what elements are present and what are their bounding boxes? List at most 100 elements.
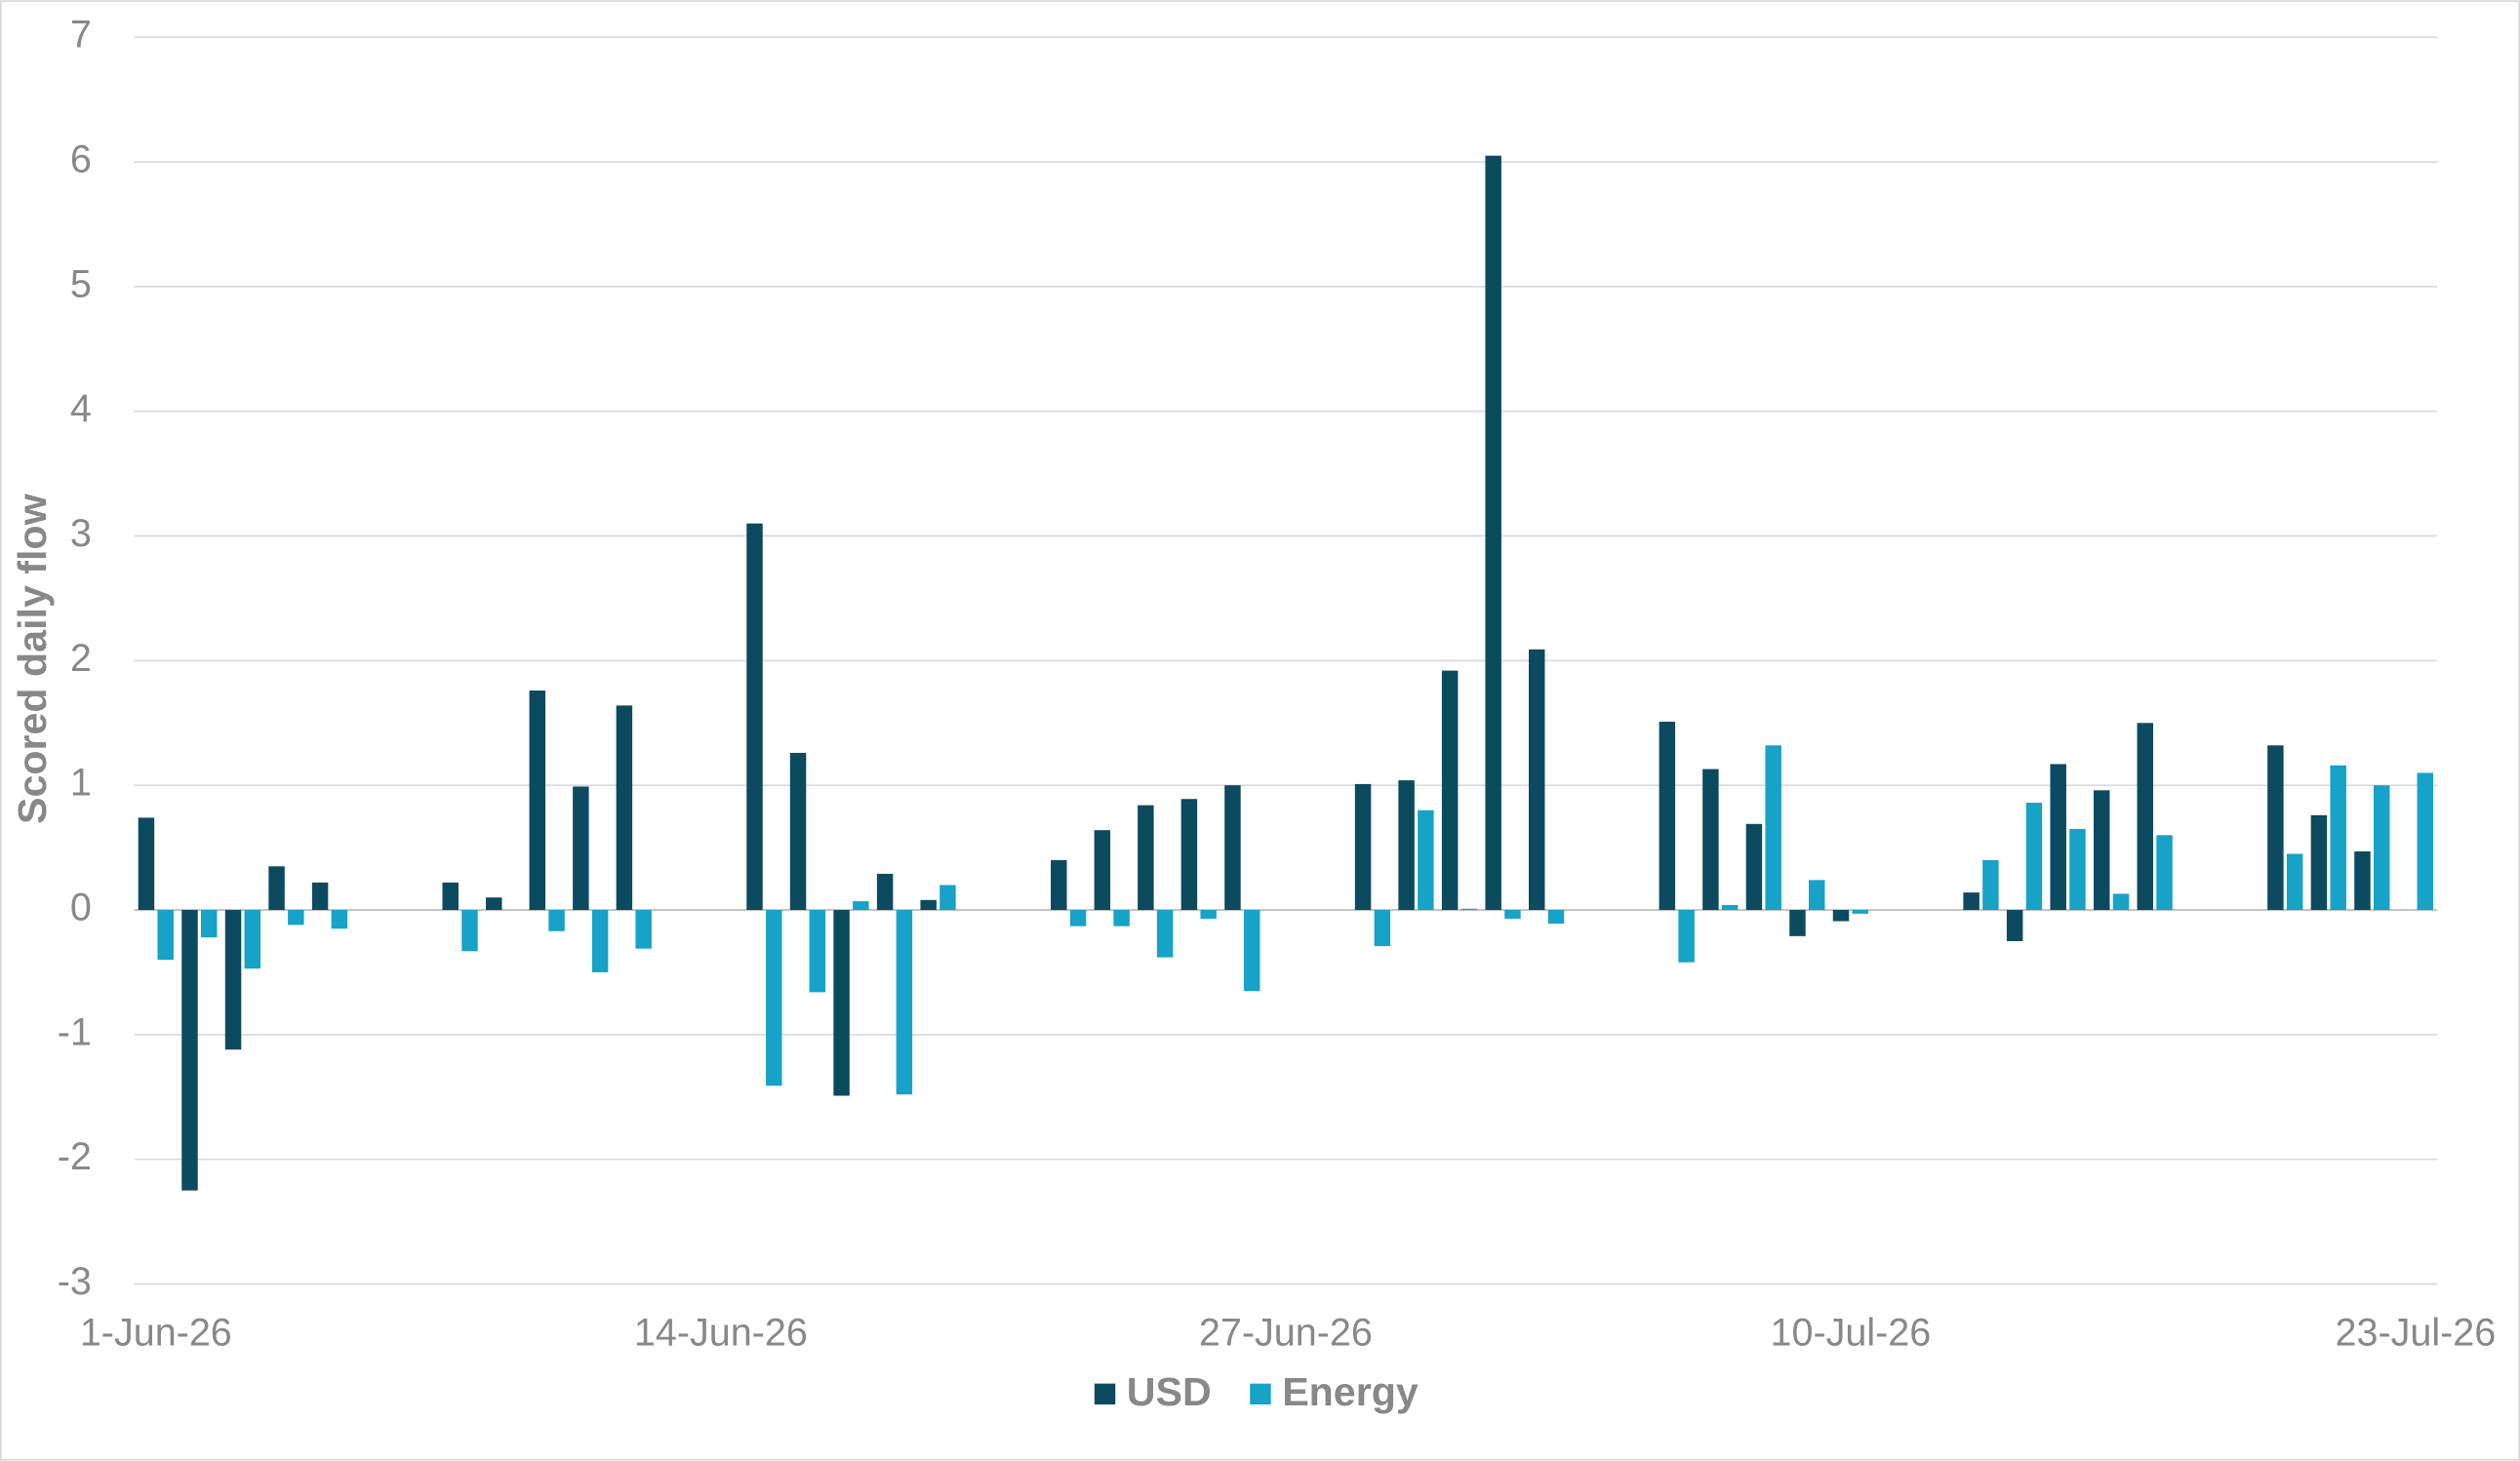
x-tick-label: 27-Jun-26 — [1199, 1312, 1373, 1355]
bar — [2374, 785, 2390, 911]
bar — [1374, 910, 1391, 947]
bar — [2025, 803, 2043, 911]
bar — [2330, 765, 2346, 911]
bar — [876, 873, 894, 911]
bar — [2050, 764, 2066, 911]
bar — [809, 910, 826, 993]
bar — [288, 910, 304, 926]
bar — [833, 910, 850, 1096]
bar — [766, 910, 782, 1086]
bar — [224, 910, 242, 1050]
bar — [853, 901, 869, 911]
bar — [1721, 904, 1739, 911]
legend-label: Energy — [1282, 1369, 1419, 1414]
bar — [529, 691, 546, 911]
y-tick-label: 6 — [70, 138, 92, 180]
legend-swatch — [1094, 1383, 1116, 1405]
bar — [1180, 799, 1198, 911]
bar — [789, 752, 807, 911]
bar — [461, 910, 478, 952]
bar — [157, 910, 174, 961]
bar — [2286, 853, 2303, 911]
bar — [2006, 910, 2023, 941]
bar — [1138, 805, 1154, 911]
bar — [2417, 772, 2434, 911]
bar — [201, 910, 218, 938]
bar — [311, 882, 329, 911]
bar — [573, 786, 589, 911]
bar — [1982, 859, 1999, 911]
bar — [1441, 670, 1459, 911]
bar — [181, 910, 198, 1191]
bar — [1113, 910, 1130, 927]
bar — [1418, 809, 1434, 911]
bar — [2112, 893, 2130, 911]
bar — [2156, 835, 2173, 911]
bar — [635, 910, 652, 949]
bar — [1852, 910, 1868, 914]
bar — [1485, 155, 1501, 911]
bar — [2093, 790, 2110, 911]
y-tick-label: -3 — [58, 1260, 92, 1303]
bar — [1808, 880, 1825, 911]
bar — [331, 910, 348, 929]
y-tick-label: -1 — [58, 1010, 92, 1053]
bar — [486, 897, 502, 911]
bar — [2137, 723, 2154, 911]
x-tick-label: 1-Jun-26 — [80, 1312, 232, 1355]
bar — [1224, 785, 1241, 911]
bar — [138, 817, 155, 911]
bar — [1789, 910, 1806, 936]
y-tick-label: 4 — [70, 387, 92, 430]
bar — [2310, 814, 2328, 911]
bar — [244, 910, 261, 969]
y-tick-label: 7 — [70, 14, 92, 57]
bar — [442, 882, 459, 911]
x-tick-label: 10-Jul-26 — [1771, 1312, 1932, 1355]
bar — [1354, 783, 1372, 911]
bar — [1765, 745, 1781, 911]
bar — [920, 899, 937, 911]
bar — [616, 705, 633, 911]
bar — [1156, 910, 1174, 958]
bar — [268, 866, 285, 911]
bar — [746, 523, 763, 911]
bar — [1702, 769, 1719, 911]
bar — [591, 910, 609, 972]
bar — [1243, 910, 1260, 992]
bar — [1832, 910, 1850, 922]
bar — [1094, 830, 1111, 911]
bar — [1678, 910, 1695, 963]
bar — [1963, 892, 1980, 911]
bar — [1200, 910, 1217, 919]
y-tick-label: 1 — [70, 762, 92, 805]
bar — [1547, 910, 1565, 925]
y-tick-label: 2 — [70, 637, 92, 680]
y-tick-label: 3 — [70, 512, 92, 555]
bar — [1504, 910, 1521, 919]
bar — [1460, 908, 1478, 911]
bar — [1069, 910, 1087, 927]
bar — [1051, 859, 1067, 911]
legend-label: USD — [1127, 1369, 1212, 1414]
bar — [896, 910, 913, 1095]
x-tick-label: 23-Jul-26 — [2336, 1312, 2497, 1355]
y-axis-title: Scored daily flow — [10, 493, 55, 824]
bar — [1528, 649, 1545, 911]
bar — [940, 885, 956, 911]
bar — [1659, 721, 1676, 911]
legend-swatch — [1250, 1383, 1271, 1405]
y-tick-label: 5 — [70, 262, 92, 305]
bar — [548, 910, 565, 931]
bar — [1745, 823, 1763, 911]
y-tick-label: 0 — [70, 886, 92, 928]
bar — [2354, 850, 2371, 911]
bar — [1398, 780, 1415, 911]
y-tick-label: -2 — [58, 1135, 92, 1178]
bar — [2069, 828, 2086, 911]
bar — [2267, 745, 2284, 911]
x-tick-label: 14-Jun-26 — [634, 1312, 808, 1355]
